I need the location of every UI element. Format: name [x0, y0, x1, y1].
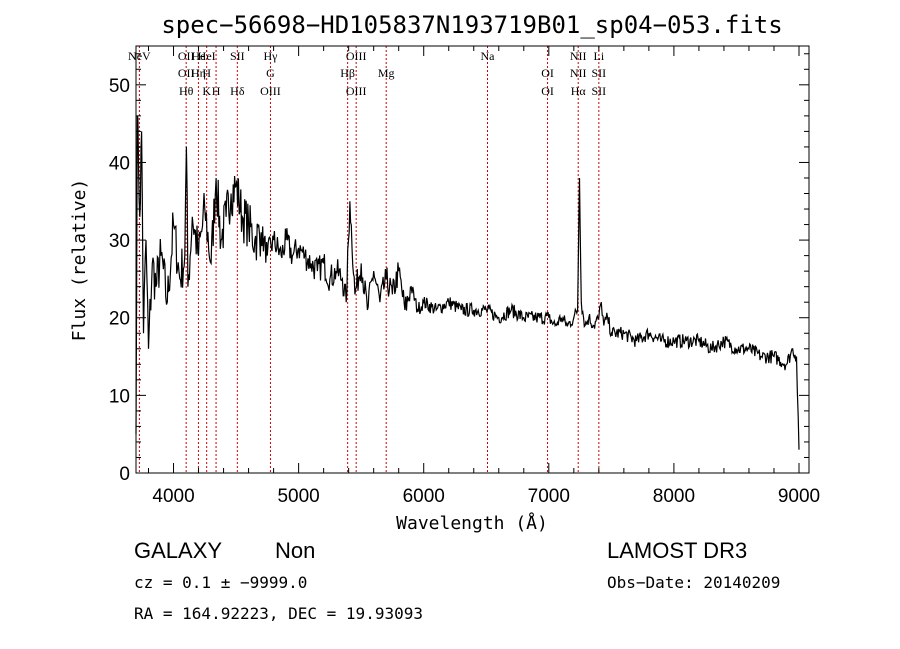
x-axis-label: Wavelength (Å) [396, 512, 548, 534]
line-label: Hβ [340, 66, 355, 80]
line-label: K [202, 84, 211, 98]
y-axis-ticks: 0 10 20 30 40 50 [109, 53, 809, 485]
x-tick-label: 5000 [277, 486, 319, 507]
y-tick-label: 10 [109, 386, 130, 407]
y-tick-label: 50 [109, 76, 130, 97]
emission-line-markers [138, 46, 600, 473]
line-label: SII [230, 49, 245, 63]
line-label: OII [178, 66, 195, 80]
x-tick-label: 8000 [653, 486, 695, 507]
x-axis-ticks: 4000 5000 6000 7000 8000 9000 [148, 46, 820, 507]
coordinates: RA = 164.92223, DEC = 19.93093 [134, 604, 423, 623]
object-type: GALAXY [134, 538, 222, 563]
line-label: G [266, 66, 275, 80]
line-label: Hη [191, 66, 206, 80]
y-tick-label: 0 [119, 464, 130, 485]
object-subclass: Non [275, 538, 315, 563]
x-tick-label: 7000 [528, 486, 570, 507]
line-label: He [191, 49, 205, 63]
line-label: OI [541, 66, 554, 80]
line-label: NII [570, 49, 587, 63]
line-label: Hγ [263, 49, 278, 63]
line-label: OI [541, 84, 554, 98]
y-axis-label: Flux (relative) [69, 179, 90, 342]
line-label: NeV [128, 49, 151, 63]
y-tick-label: 40 [109, 153, 130, 174]
chart-title: spec−56698−HD105837N193719B01_sp04−053.f… [161, 11, 782, 39]
line-label: H [212, 84, 221, 98]
spectrum-line [135, 115, 800, 450]
line-label: OIII [346, 49, 367, 63]
x-tick-label: 9000 [778, 486, 820, 507]
line-label: Hα [571, 84, 587, 98]
y-tick-label: 20 [109, 309, 130, 330]
line-label: Mg [378, 66, 395, 80]
line-label: Na [481, 49, 496, 63]
line-label: Li [594, 49, 605, 63]
line-label: Hθ [179, 84, 194, 98]
line-label: H [202, 66, 211, 80]
line-label: OIII [260, 84, 281, 98]
line-label: HeI [198, 49, 216, 63]
line-label: SII [592, 66, 607, 80]
line-label: OII [178, 49, 195, 63]
line-label: OIII [346, 84, 367, 98]
line-label: SII [592, 84, 607, 98]
x-tick-label: 4000 [152, 486, 194, 507]
x-tick-label: 6000 [403, 486, 445, 507]
redshift-info: cz = 0.1 ± −9999.0 [134, 573, 307, 592]
obs-date: Obs−Date: 20140209 [607, 573, 780, 592]
y-tick-label: 30 [109, 231, 130, 252]
plot-frame [135, 45, 810, 474]
line-label: NII [570, 66, 587, 80]
line-label: Hδ [230, 84, 245, 98]
emission-line-labels: NeV OII OII Hθ He Hη HeI HK H SII Hδ Hγ G OIII Hβ OIII O… [128, 49, 606, 98]
survey-name: LAMOST DR3 [607, 538, 747, 563]
